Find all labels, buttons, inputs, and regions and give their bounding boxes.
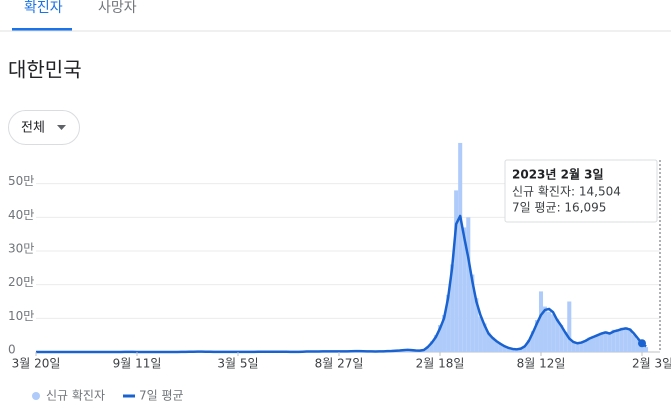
bar [502, 346, 507, 352]
bar [579, 341, 584, 352]
bar [446, 294, 451, 352]
bar [583, 340, 588, 352]
region-title: 대한민국 [8, 58, 82, 82]
bar [587, 337, 592, 352]
y-tick-label: 50만 [8, 174, 34, 188]
bar [547, 311, 552, 352]
x-tick-label: 9월 11일 [113, 357, 162, 371]
dropdown-arrow [57, 125, 66, 130]
bar [514, 349, 519, 352]
bar [526, 339, 531, 352]
bar [494, 341, 499, 352]
bar [478, 316, 483, 352]
tooltip-line: 7일 평균: 16,095 [512, 201, 606, 215]
bar [510, 348, 515, 352]
bar [470, 274, 475, 352]
bar [518, 348, 523, 352]
bar [603, 331, 608, 352]
bar [462, 227, 467, 352]
bar [466, 217, 471, 352]
bar [490, 337, 495, 352]
bar [538, 291, 544, 352]
bar [458, 142, 463, 352]
bar [644, 347, 649, 352]
bar [607, 332, 612, 352]
bar [627, 328, 632, 352]
point-marker [638, 339, 646, 348]
x-tick-label: 2월 18일 [416, 357, 465, 371]
tooltip [504, 159, 658, 223]
x-tick-label: 8월 12일 [517, 357, 566, 371]
bar [486, 332, 491, 352]
y-tick-label: 20만 [8, 275, 34, 289]
bar [559, 325, 564, 352]
bar [425, 346, 430, 352]
bar [437, 325, 443, 352]
bar [482, 323, 487, 352]
bar [591, 335, 596, 352]
bar [555, 319, 560, 352]
bar [450, 264, 455, 352]
tab-indicator [12, 28, 72, 31]
y-tick-label: 30만 [8, 242, 34, 256]
legend-label: 신규 확진자 [46, 389, 105, 403]
bar [619, 327, 624, 352]
legend-swatch [32, 392, 40, 400]
bar [454, 190, 459, 352]
bar [534, 320, 539, 352]
y-tick-label: 10만 [8, 309, 34, 323]
bar [543, 306, 548, 352]
tab[interactable]: 확진자 [24, 0, 63, 16]
bar [571, 341, 576, 352]
x-tick-label: 3월 20일 [12, 357, 61, 371]
tooltip-line: 신규 확진자: 14,504 [512, 185, 621, 199]
bar [575, 342, 580, 352]
line [36, 214, 647, 354]
y-tick-label: 40만 [8, 208, 34, 222]
bar [635, 339, 640, 352]
bar [530, 331, 535, 352]
bar [631, 334, 636, 352]
bar [615, 329, 620, 352]
bar [623, 327, 628, 352]
bar [567, 301, 572, 352]
filter-label: 전체 [21, 121, 45, 136]
bar [595, 334, 600, 352]
x-tick-label: 8월 27일 [315, 357, 364, 371]
bar [639, 343, 645, 352]
legend-label: 7일 평균 [139, 389, 184, 403]
tab[interactable]: 사망자 [98, 0, 137, 16]
bar [506, 347, 511, 352]
bar [433, 335, 438, 352]
bar [611, 329, 616, 352]
bar [474, 298, 479, 352]
x-tick-label: 3월 5일 [217, 357, 258, 371]
y-tick-label: 0 [8, 343, 16, 357]
bar [522, 345, 527, 352]
bar [599, 332, 604, 352]
bar [498, 343, 503, 352]
bar [442, 314, 447, 352]
bar [429, 341, 434, 352]
tooltip-title: 2023년 2월 3일 [512, 167, 604, 182]
bar [563, 331, 568, 352]
x-tick-label: 2월 3일 [632, 357, 671, 371]
filter-button[interactable] [8, 110, 80, 145]
bar [551, 314, 556, 352]
